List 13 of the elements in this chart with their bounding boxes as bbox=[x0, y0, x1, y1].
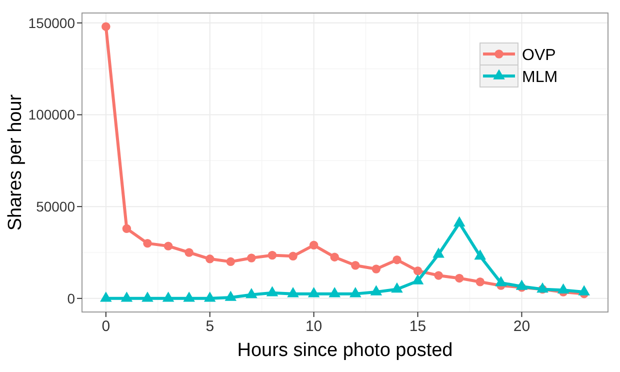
x-tick-label: 5 bbox=[206, 318, 214, 335]
y-tick-label: 150000 bbox=[28, 14, 76, 31]
y-axis-title: Shares per hour bbox=[5, 94, 26, 231]
y-tick-label: 100000 bbox=[28, 106, 76, 123]
legend-label: OVP bbox=[522, 47, 556, 64]
x-tick-label: 15 bbox=[409, 318, 426, 335]
x-tick-label: 10 bbox=[305, 318, 322, 335]
x-tick-label: 0 bbox=[102, 318, 110, 335]
y-tick-label: 0 bbox=[67, 290, 76, 306]
y-tick-label: 50000 bbox=[36, 198, 76, 215]
legend-label: MLM bbox=[522, 69, 558, 86]
x-axis-title: Hours since photo posted bbox=[237, 340, 453, 361]
x-tick-label: 20 bbox=[513, 318, 530, 335]
